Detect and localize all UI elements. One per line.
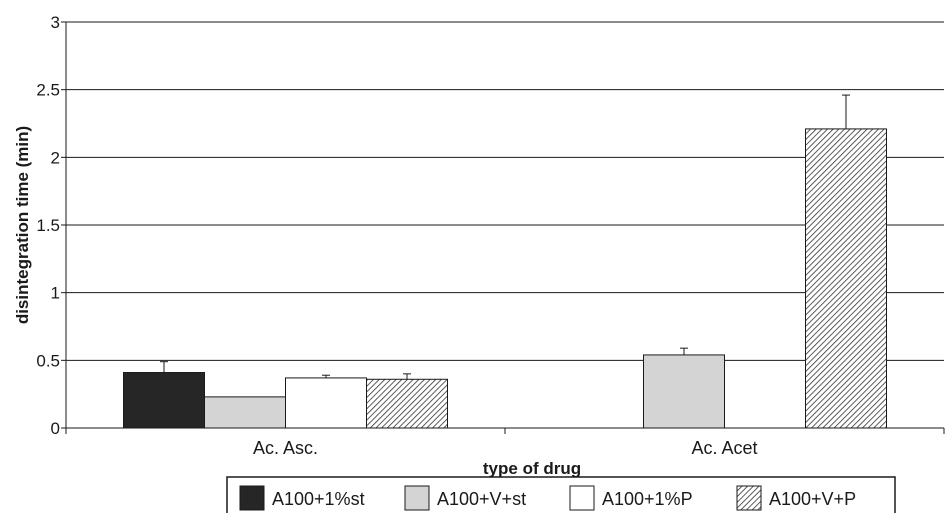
legend-swatch: [404, 485, 430, 511]
y-tick-label: 1.5: [36, 216, 60, 235]
legend-swatch: [569, 485, 595, 511]
bars: [123, 128, 887, 429]
bar: [643, 354, 725, 429]
error-bars: [160, 94, 850, 380]
x-category-labels: Ac. Asc. Ac. Acet: [253, 438, 758, 458]
x-axis-title: type of drug: [483, 459, 581, 478]
bar: [123, 372, 205, 429]
y-tick-label: 0.5: [36, 351, 60, 370]
bar: [805, 128, 887, 429]
y-tick-labels: 0 0.5 1 1.5 2 2.5 3: [36, 13, 60, 438]
y-tick-label: 0: [51, 419, 60, 438]
bar: [204, 396, 286, 429]
legend: A100+1%st A100+V+st A100+1%P A100+V+P: [226, 476, 896, 513]
y-axis-title: disintegration time (min): [13, 126, 32, 324]
legend-label: A100+V+st: [437, 489, 526, 509]
legend-label: A100+1%st: [272, 489, 365, 509]
x-category-label: Ac. Acet: [691, 438, 757, 458]
y-tick-label: 3: [51, 13, 60, 32]
legend-label: A100+1%P: [602, 489, 693, 509]
bar: [285, 377, 367, 429]
y-tick-label: 2.5: [36, 81, 60, 100]
x-category-label: Ac. Asc.: [253, 438, 318, 458]
y-tick-label: 2: [51, 148, 60, 167]
legend-swatch: [736, 485, 762, 511]
bar: [366, 378, 448, 429]
gridlines: [66, 21, 944, 361]
legend-label: A100+V+P: [769, 489, 856, 509]
legend-swatch: [239, 485, 265, 511]
legend-box: [226, 476, 896, 513]
y-tick-label: 1: [51, 284, 60, 303]
